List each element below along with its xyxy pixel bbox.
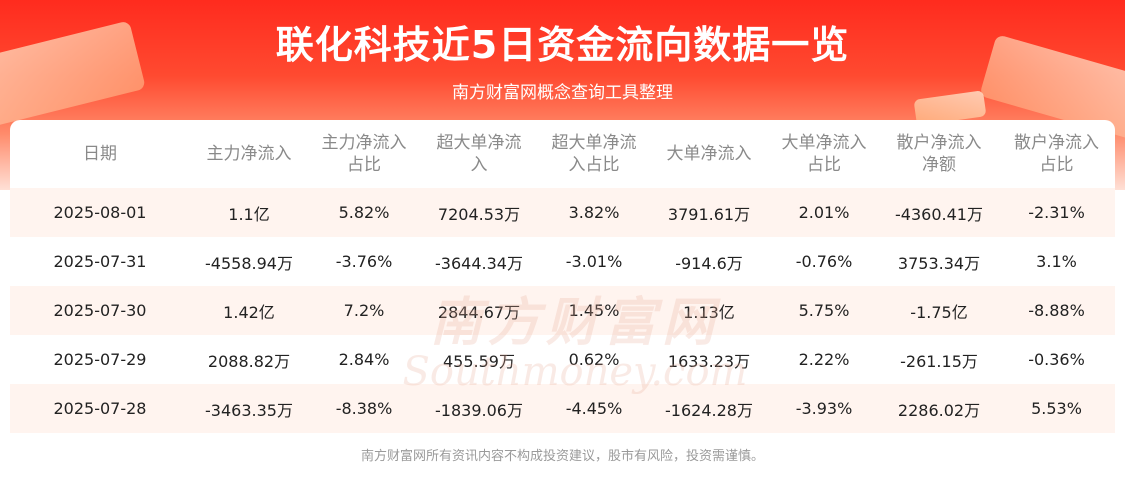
column-header-large-net-inflow-ratio: 大单净流入 占比 xyxy=(781,133,867,175)
table-cell: 2286.02万 xyxy=(880,384,998,433)
table-row: 2025-07-30 1.42亿 7.2% 2844.67万 1.45% 1.1… xyxy=(10,286,1115,335)
table-row: 2025-08-01 1.1亿 5.82% 7204.53万 3.82% 379… xyxy=(10,188,1115,237)
table-cell: 2025-07-28 xyxy=(10,384,190,433)
table-cell: 2.84% xyxy=(308,335,420,384)
column-header-main-net-inflow: 主力净流入 xyxy=(206,144,292,164)
table-cell: 2.22% xyxy=(768,335,880,384)
table-row: 2025-07-31 -4558.94万 -3.76% -3644.34万 -3… xyxy=(10,237,1115,286)
table-cell: 5.53% xyxy=(998,384,1115,433)
table-cell: 0.62% xyxy=(538,335,650,384)
table-cell: 7.2% xyxy=(308,286,420,335)
table-cell: 2088.82万 xyxy=(190,335,308,384)
footer-disclaimer: 南方财富网所有资讯内容不构成投资建议，股市有风险，投资需谨慎。 xyxy=(360,449,764,464)
column-header-super-large-net-inflow-ratio: 超大单净流 入占比 xyxy=(551,133,637,175)
table-cell: 3.82% xyxy=(538,188,650,237)
column-header-large-net-inflow: 大单净流入 xyxy=(666,144,752,164)
column-header-retail-net-inflow-ratio: 散户净流入 占比 xyxy=(1014,133,1099,175)
table-cell: 2844.67万 xyxy=(420,286,538,335)
table-cell: 1.45% xyxy=(538,286,650,335)
table-cell: 2025-08-01 xyxy=(10,188,190,237)
fund-flow-table: 日期 主力净流入 主力净流入 占比 超大单净流入 超大单净流 入占比 大单净流入 大… xyxy=(10,120,1115,433)
table-cell: -1624.28万 xyxy=(650,384,768,433)
data-card: 日期 主力净流入 主力净流入 占比 超大单净流入 超大单净流 入占比 大单净流入 大… xyxy=(10,120,1115,438)
column-header-super-large-net-inflow: 超大单净流入 xyxy=(436,133,522,175)
table-cell: 2025-07-31 xyxy=(10,237,190,286)
table-cell: -3.93% xyxy=(768,384,880,433)
page-title: 联化科技近5日资金流向数据一览 xyxy=(275,23,850,67)
table-row: 2025-07-28 -3463.35万 -8.38% -1839.06万 -4… xyxy=(10,384,1115,433)
table-cell: -1839.06万 xyxy=(420,384,538,433)
table-cell: 3791.61万 xyxy=(650,188,768,237)
page-subtitle: 南方财富网概念查询工具整理 xyxy=(452,83,673,103)
table-cell: 5.75% xyxy=(768,286,880,335)
table-cell: 1633.23万 xyxy=(650,335,768,384)
table-cell: 1.1亿 xyxy=(190,188,308,237)
table-cell: -0.36% xyxy=(998,335,1115,384)
table-cell: -8.88% xyxy=(998,286,1115,335)
table-cell: 7204.53万 xyxy=(420,188,538,237)
table-cell: -3.76% xyxy=(308,237,420,286)
table-cell: -914.6万 xyxy=(650,237,768,286)
table-cell: -1.75亿 xyxy=(880,286,998,335)
table-cell: -3.01% xyxy=(538,237,650,286)
column-header-main-net-inflow-ratio: 主力净流入 占比 xyxy=(321,133,407,175)
table-cell: -2.31% xyxy=(998,188,1115,237)
table-cell: 1.42亿 xyxy=(190,286,308,335)
table-cell: -0.76% xyxy=(768,237,880,286)
table-cell: 2.01% xyxy=(768,188,880,237)
table-cell: -261.15万 xyxy=(880,335,998,384)
table-cell: -4360.41万 xyxy=(880,188,998,237)
column-header-retail-net-inflow-amount: 散户净流入 净额 xyxy=(896,133,982,175)
table-cell: -3644.34万 xyxy=(420,237,538,286)
table-cell: -8.38% xyxy=(308,384,420,433)
table-header-row: 日期 主力净流入 主力净流入 占比 超大单净流入 超大单净流 入占比 大单净流入 大… xyxy=(10,120,1115,188)
column-header-date: 日期 xyxy=(83,144,117,164)
table-cell: -3463.35万 xyxy=(190,384,308,433)
table-cell: 455.59万 xyxy=(420,335,538,384)
table-row: 2025-07-29 2088.82万 2.84% 455.59万 0.62% … xyxy=(10,335,1115,384)
table-cell: -4558.94万 xyxy=(190,237,308,286)
table-cell: -4.45% xyxy=(538,384,650,433)
table-cell: 2025-07-29 xyxy=(10,335,190,384)
table-cell: 1.13亿 xyxy=(650,286,768,335)
table-cell: 3753.34万 xyxy=(880,237,998,286)
table-cell: 3.1% xyxy=(998,237,1115,286)
table-cell: 2025-07-30 xyxy=(10,286,190,335)
table-cell: 5.82% xyxy=(308,188,420,237)
